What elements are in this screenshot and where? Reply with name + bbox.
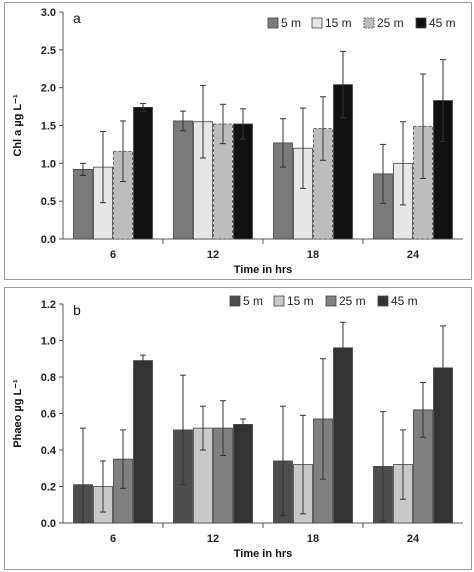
chart-b-legend-label: 15 m: [287, 294, 314, 308]
chart-b-x-axis-title: Time in hrs: [234, 548, 292, 560]
chart-a-y-tick-label: 0.0: [41, 234, 56, 246]
chart-a-x-tick-label: 6: [110, 249, 116, 261]
chart-b-bar-45m-6: [133, 360, 153, 524]
chart-b-x-tick-label: 12: [207, 533, 219, 545]
chart-a-x-tick-label: 24: [407, 249, 420, 261]
chart-a-panel-letter: a: [73, 10, 81, 26]
chart-a-legend-swatch: [415, 17, 427, 29]
chart-b-svg: 0.0 0.2 0.4 0.6 0.8 1.0 1.2 6 12 18 24 Time in hrs P…: [12, 294, 463, 560]
chart-a-svg: 0.0 0.5 1.0 1.5 2.0 2.5 3.0 6 12 18 24 Time in hrs C…: [12, 7, 463, 276]
chart-b-y-tick-label: 1.0: [41, 336, 56, 348]
chart-b-y-tick-label: 0.6: [41, 409, 56, 421]
chart-a-bar-45m-6: [133, 106, 153, 240]
chart-a-x-axis-title: Time in hrs: [234, 264, 292, 276]
chart-a-legend-swatch: [311, 17, 323, 29]
chart-b-legend-swatch: [325, 295, 337, 307]
chart-b-y-tick-label: 0.2: [41, 482, 56, 494]
chart-a-x-tick-label: 18: [307, 249, 319, 261]
chart-b-panel-letter: b: [73, 302, 81, 318]
chart-panel-a: 0.0 0.5 1.0 1.5 2.0 2.5 3.0 6 12 18 24 Time in hrs C…: [4, 2, 472, 280]
chart-a-bar-45m-12: [233, 123, 253, 240]
chart-a-legend-label: 45 m: [429, 16, 456, 30]
chart-a-legend-label: 25 m: [377, 16, 404, 30]
chart-a-y-tick-label: 1.0: [41, 158, 56, 170]
chart-a-y-tick-label: 1.5: [41, 121, 56, 133]
chart-b-bar-45m-18: [333, 347, 353, 524]
chart-a-legend-label: 5 m: [281, 16, 301, 30]
chart-a-y-tick-label: 2.5: [41, 45, 56, 57]
chart-b-legend-label: 5 m: [243, 294, 263, 308]
chart-b-legend-swatch: [229, 295, 241, 307]
chart-a-bar-25m-24: [413, 125, 433, 240]
chart-b-y-tick-label: 0.8: [41, 372, 56, 384]
chart-a-y-tick-label: 3.0: [41, 7, 56, 19]
chart-a-legend-swatch: [267, 17, 279, 29]
chart-b-y-tick-label: 0.0: [41, 518, 56, 530]
chart-b-legend-label: 45 m: [391, 294, 418, 308]
chart-a-bar-5m-12: [173, 120, 193, 240]
chart-panel-b: 0.0 0.2 0.4 0.6 0.8 1.0 1.2 6 12 18 24 Time in hrs P…: [4, 287, 472, 570]
chart-a-x-tick-label: 12: [207, 249, 219, 261]
chart-a-y-tick-label: 2.0: [41, 83, 56, 95]
chart-a-bar-5m-6: [73, 168, 93, 240]
chart-a-bar-25m-18: [313, 128, 333, 240]
chart-b-x-tick-label: 6: [110, 533, 116, 545]
chart-a-legend-swatch: [363, 17, 375, 29]
chart-b-y-axis-title: Phaeo µg L⁻¹: [12, 379, 24, 448]
chart-a-y-axis-title: Chl a µg L⁻¹: [12, 94, 24, 157]
chart-b-x-tick-label: 18: [307, 533, 319, 545]
chart-b-legend-swatch: [273, 295, 285, 307]
chart-b-bar-45m-12: [233, 424, 253, 524]
chart-a-bar-25m-6: [113, 150, 133, 240]
chart-b-legend-label: 25 m: [339, 294, 366, 308]
chart-b-x-tick-label: 24: [407, 533, 420, 545]
chart-a-bar-25m-12: [213, 123, 233, 240]
chart-b-legend-swatch: [377, 295, 389, 307]
chart-a-legend-label: 15 m: [325, 16, 352, 30]
chart-a-y-tick-label: 0.5: [41, 196, 56, 208]
chart-b-y-tick-label: 0.4: [41, 445, 57, 457]
chart-b-y-tick-label: 1.2: [41, 299, 56, 311]
